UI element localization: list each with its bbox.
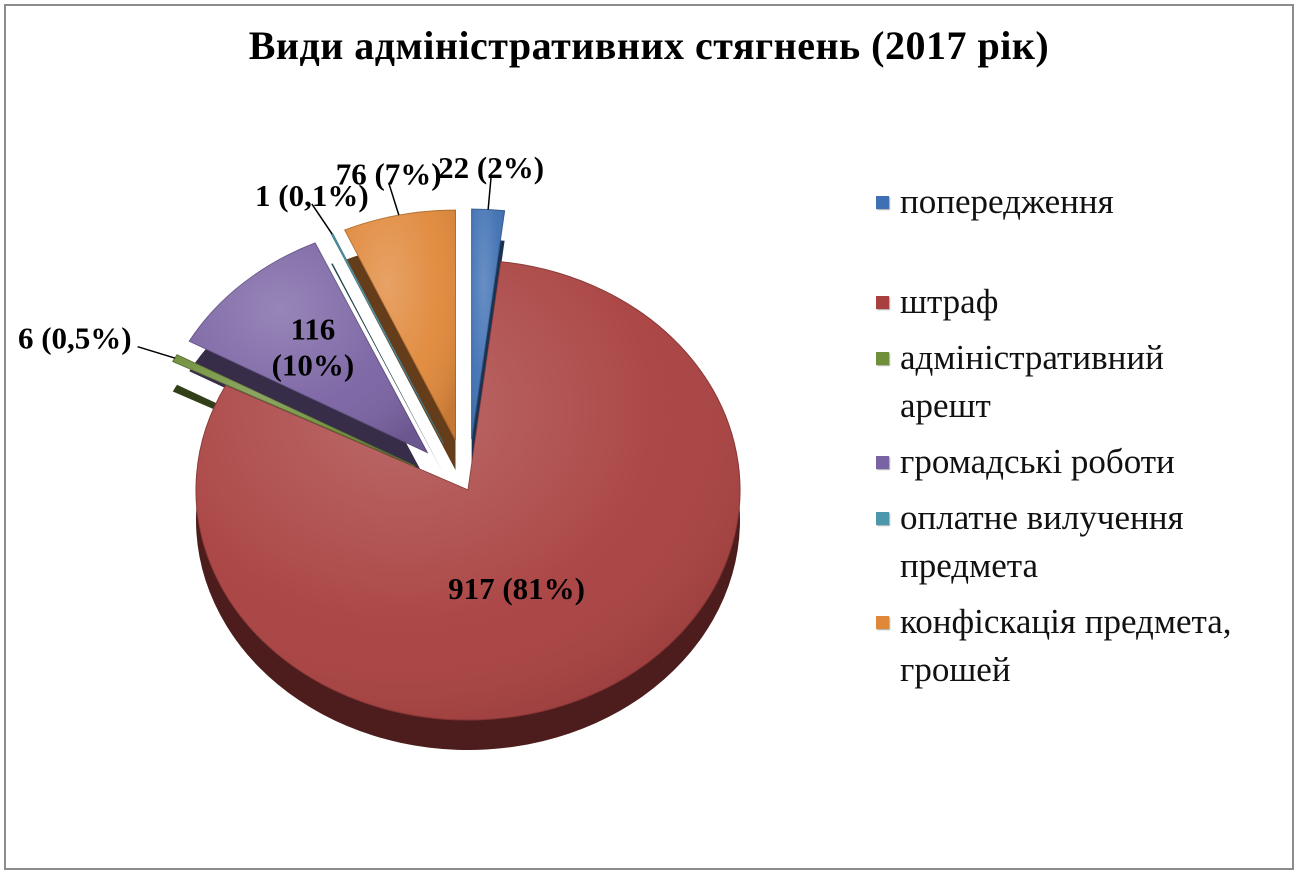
data-label-1: 917 (81%) [448,571,585,606]
legend-item-4: оплатне вилучення предмета [870,494,1290,590]
legend-swatch-2 [876,352,889,365]
legend-swatch-3 [876,456,889,469]
data-label-3-line-0: 116 [291,312,336,347]
pie-slice-sheen-2 [172,354,416,467]
legend-label-5-1: грошей [900,650,1011,689]
legend-label-1-0: штраф [900,282,999,321]
label-leader-4 [311,203,333,235]
pie-slice-sheen-1 [195,261,740,720]
legend-item-0: попередження [870,178,1290,226]
pie-slice-side-4 [331,263,444,474]
legend-item-1: штраф [870,278,1290,326]
pie-slice-sheen-5 [344,210,456,441]
legend-label-2-0: адміністративний [900,338,1164,377]
pie-slice-sheen-3 [189,242,428,453]
legend-label-3-0: громадські роботи [900,442,1175,481]
legend-item-3: громадські роботи [870,438,1290,486]
legend-label-4-1: предмета [900,546,1039,585]
legend-swatch-4 [876,512,889,525]
legend-swatch-0 [876,196,889,209]
legend-label-4-0: оплатне вилучення [900,498,1184,537]
data-label-5: 76 (7%) [336,157,442,192]
label-leader-0 [487,176,492,210]
legend-item-5: конфіскація предмета, грошей [870,598,1290,694]
legend-item-2: адміністративний арешт [870,334,1290,430]
legend-swatch-5 [876,616,889,629]
data-label-2: 6 (0,5%) [18,321,132,356]
legend-swatch-1 [876,296,889,309]
data-label-0: 22 (2%) [438,150,544,185]
legend-label-0-0: попередження [900,182,1114,221]
label-leader-2 [137,345,176,359]
label-leader-5 [387,182,400,216]
data-label-4: 1 (0,1%) [255,178,369,213]
legend-label-5-0: конфіскація предмета, [900,602,1232,641]
chart-legend: попередження штраф адміністративний арешт гр… [870,178,1290,694]
chart-title: Види адміністративних стягнень (2017 рік… [248,23,1050,68]
pie-slice-sheen-4 [331,233,444,444]
data-label-3-line-1: (10%) [272,348,355,383]
pie-slice-sheen-0 [471,209,505,440]
legend-label-2-1: арешт [900,386,991,425]
